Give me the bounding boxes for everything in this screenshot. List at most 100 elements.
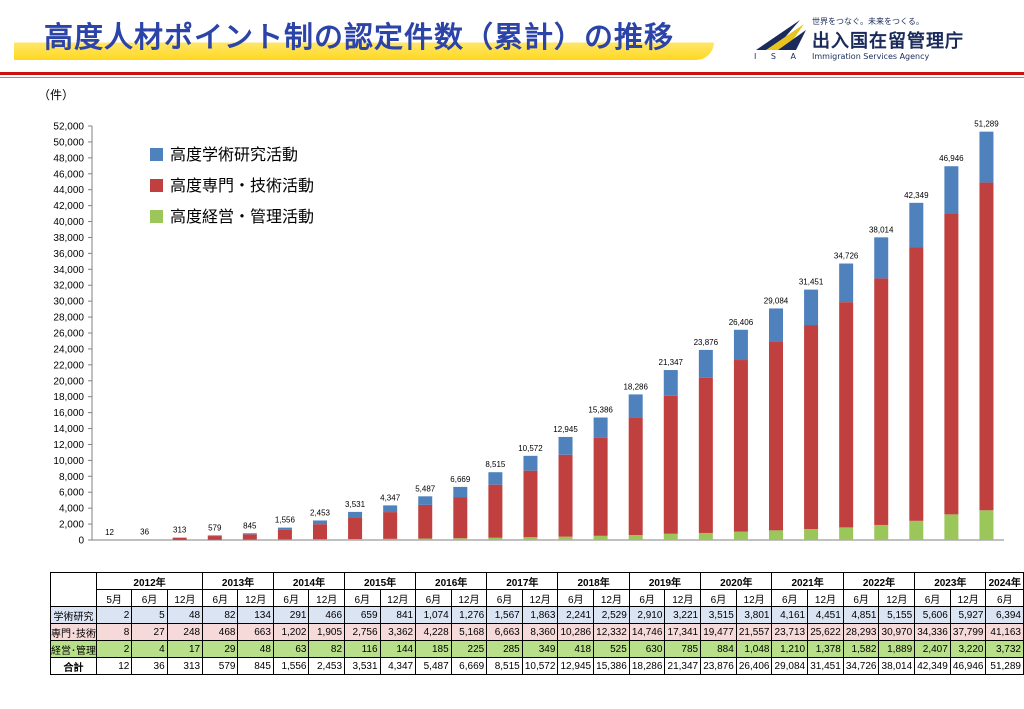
table-cell: 4,228 [415,623,452,641]
table-year-header: 2019年 [628,572,702,590]
bar-segment-professional [242,534,257,540]
table-cell: 659 [344,606,381,624]
table-cell: 1,905 [308,623,346,641]
bar-segment-academic [313,520,327,525]
bar-segment-management [944,514,959,540]
bar-total-label: 6,669 [450,475,471,484]
header: 高度人材ポイント制の認定件数（累計）の推移 I S A 世界をつなぐ。未来をつく… [0,0,1024,70]
bar-segment-professional [348,517,363,540]
table-cell: 4,451 [807,606,844,624]
table-month-header: 5月 [95,589,133,607]
unit-label: （件） [38,88,75,102]
table-month-header: 6月 [202,589,239,607]
table-cell: 884 [700,640,737,658]
table-cell: 2,407 [914,640,951,658]
table-cell: 785 [664,640,702,658]
table-cell: 21,347 [664,657,702,675]
bar-total-label: 38,014 [869,225,894,234]
table-month-header: 12月 [308,589,346,607]
table-cell: 116 [344,640,381,658]
table-cell: 63 [272,640,310,658]
table-cell: 2 [95,606,133,624]
table-year-header: 2022年 [842,572,916,590]
table-year-header: 2018年 [557,572,630,590]
table-month-header: 6月 [131,589,168,607]
bar-total-label: 579 [208,523,222,532]
table-month-header: 6月 [272,589,310,607]
table-cell: 2,453 [308,657,346,675]
table-cell: 23,713 [771,623,809,641]
table-cell: 134 [237,606,274,624]
bar-segment-professional [698,377,713,533]
table-month-header: 6月 [842,589,880,607]
table-cell: 14,746 [628,623,666,641]
table-month-header: 6月 [557,589,595,607]
bar-total-label: 4,347 [380,493,401,502]
table-month-header: 12月 [664,589,702,607]
table-cell: 1,889 [878,640,916,658]
bar-segment-professional [558,454,573,537]
logo-english-name: Immigration Services Agency [812,52,930,61]
table-year-header: 2015年 [344,572,417,590]
bar-total-label: 36 [140,528,149,537]
table-cell: 6,669 [450,657,488,675]
table-cell: 34,726 [842,657,880,675]
table-cell: 38,014 [878,657,916,675]
bar-segment-academic [944,166,959,214]
header-divider-thin [0,77,1024,78]
table-cell: 4 [131,640,168,658]
data-table: 2012年 2013年 2014年 2015年 2016年 2017年 2018年 2019年… [50,572,1024,675]
table-cell: 10,286 [557,623,595,641]
bar-segment-academic [804,289,819,326]
y-tick-label: 38,000 [53,233,84,244]
bar-total-label: 34,726 [834,252,859,261]
bar-segment-professional [628,417,643,535]
table-month-header: 6月 [914,589,951,607]
stacked-bar-chart: 0 2,000 4,000 6,000 8,000 10,000 12,000 14,000 1… [53,120,1004,547]
table-cell: 5 [131,606,168,624]
bar-segment-professional [874,278,889,525]
y-tick-label: 46,000 [53,169,84,180]
bar-segment-professional [453,497,468,539]
table-cell: 285 [486,640,523,658]
table-cell: 2,241 [557,606,595,624]
table-cell: 4,161 [771,606,809,624]
table-cell: 6,663 [486,623,523,641]
table-cell: 41,163 [985,623,1024,641]
table-cell: 313 [166,657,204,675]
y-tick-label: 6,000 [59,488,84,499]
table-month-header: 12月 [521,589,559,607]
bar-segment-professional [383,512,398,539]
bar-total-label: 29,084 [764,296,789,305]
bar-total-label: 51,289 [974,120,999,129]
table-cell: 3,732 [985,640,1024,658]
bar-total-label: 31,451 [799,278,824,287]
table-year-header: 2021年 [771,572,844,590]
table-cell: 27 [131,623,168,641]
bar-segment-management [418,538,433,540]
bar-total-label: 21,347 [659,358,684,367]
bar-segment-professional [909,247,924,521]
table-cell: 2,756 [344,623,381,641]
bar-segment-academic [207,535,222,537]
table-cell: 845 [237,657,274,675]
table-cell: 1,863 [521,606,559,624]
table-cell: 8,360 [521,623,559,641]
legend-label: 高度学術研究活動 [170,145,298,164]
bar-segment-management [909,520,924,540]
bar-segment-professional [277,529,292,540]
y-tick-label: 26,000 [53,329,84,340]
table-month-header: 12月 [237,589,274,607]
y-tick-label: 14,000 [53,424,84,435]
legend-swatch [150,148,163,161]
y-tick-label: 20,000 [53,376,84,387]
table-cell: 1,378 [807,640,844,658]
header-divider [0,72,1024,75]
table-year-header: 2024年 [985,572,1024,590]
y-tick-label: 8,000 [59,472,84,483]
bar-segment-management [593,535,608,540]
bar-segment-management [769,530,783,540]
bar-segment-academic [733,329,748,361]
table-cell: 82 [308,640,346,658]
y-tick-label: 36,000 [53,249,84,260]
